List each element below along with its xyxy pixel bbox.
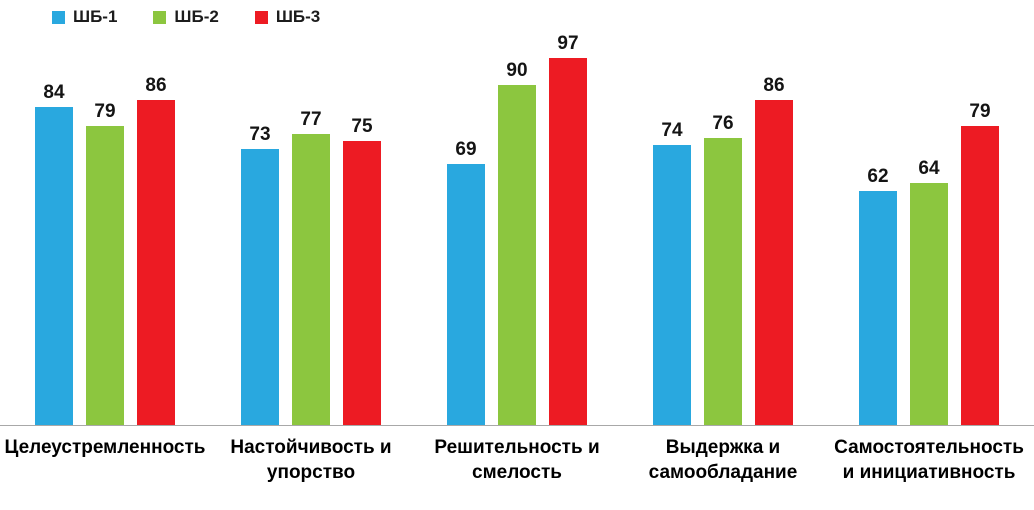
- bar-column: 74: [653, 121, 691, 425]
- category-label: Самостоятельность и инициативность: [834, 437, 1024, 483]
- bar: [137, 100, 175, 425]
- bar: [292, 134, 330, 425]
- bar: [498, 85, 536, 425]
- bar-column: 84: [35, 83, 73, 425]
- legend-swatch-icon: [153, 10, 167, 24]
- bar: [859, 191, 897, 425]
- bar-value-label: 84: [43, 82, 65, 103]
- category-label: Целеустремленность: [4, 437, 206, 458]
- category-label: Решительность и смелость: [434, 437, 600, 483]
- x-axis-line: [0, 425, 1034, 426]
- bar-value-label: 79: [969, 101, 991, 122]
- bar: [961, 126, 999, 425]
- bar-group-bars: 73 77 75: [241, 110, 381, 425]
- bar-group-bars: 69 90 97: [447, 34, 587, 425]
- bar-value-label: 90: [506, 60, 528, 81]
- bar: [447, 164, 485, 425]
- bar-value-label: 73: [249, 124, 271, 145]
- bar-group: 73 77 75: [210, 0, 412, 425]
- bar-column: 76: [704, 114, 742, 425]
- bar-column: 86: [137, 76, 175, 425]
- bar-value-label: 75: [351, 116, 373, 137]
- bar: [86, 126, 124, 425]
- bar: [755, 100, 793, 425]
- bar-column: 86: [755, 76, 793, 425]
- category-labels-row: Целеустремленность Настойчивость и упорст…: [0, 436, 1034, 485]
- bar-column: 75: [343, 117, 381, 425]
- bar-group: 69 90 97: [416, 0, 618, 425]
- bar-group-bars: 74 76 86: [653, 76, 793, 425]
- bar-group-bars: 84 79 86: [35, 76, 175, 425]
- bar-value-label: 69: [455, 139, 477, 160]
- bar-group: 62 64 79: [828, 0, 1030, 425]
- bar-column: 69: [447, 140, 485, 425]
- bar-value-label: 64: [918, 158, 940, 179]
- bar-group: 74 76 86: [622, 0, 824, 425]
- bar: [549, 58, 587, 425]
- legend-swatch-icon: [52, 10, 65, 24]
- bar-column: 62: [859, 167, 897, 425]
- bar-column: 97: [549, 34, 587, 425]
- bar-group: 84 79 86: [4, 0, 206, 425]
- bar-value-label: 86: [145, 75, 167, 96]
- bar: [910, 183, 948, 425]
- bar-column: 77: [292, 110, 330, 425]
- chart-legend: ШБ-1 ШБ-2 ШБ-3: [52, 7, 320, 27]
- bar-value-label: 76: [712, 113, 734, 134]
- bar: [653, 145, 691, 425]
- legend-item: ШБ-3: [254, 7, 321, 27]
- bar-column: 64: [910, 159, 948, 425]
- category-label: Выдержка и самообладание: [648, 437, 798, 483]
- bar-group-bars: 62 64 79: [859, 102, 999, 425]
- legend-label: ШБ-3: [275, 7, 321, 26]
- bar: [704, 138, 742, 425]
- bar-column: 79: [86, 102, 124, 425]
- bar-column: 73: [241, 125, 279, 425]
- bar: [343, 141, 381, 425]
- bar-value-label: 77: [300, 109, 322, 130]
- legend-item: ШБ-1: [52, 7, 117, 27]
- bar-value-label: 86: [763, 75, 785, 96]
- bar-column: 90: [498, 61, 536, 425]
- bar: [241, 149, 279, 425]
- bar-value-label: 74: [661, 120, 683, 141]
- legend-swatch-icon: [254, 10, 268, 24]
- bar-value-label: 79: [94, 101, 116, 122]
- plot-area: 84 79 86 73 77 75 69 90 97 74 76 86 62 64 79: [4, 0, 1030, 425]
- bar: [35, 107, 73, 425]
- bar-column: 79: [961, 102, 999, 425]
- bar-value-label: 97: [557, 33, 579, 54]
- legend-item: ШБ-2: [153, 7, 219, 27]
- category-label: Настойчивость и упорство: [230, 437, 392, 483]
- legend-label: ШБ-2: [174, 7, 219, 26]
- legend-label: ШБ-1: [73, 7, 118, 26]
- bar-value-label: 62: [867, 166, 889, 187]
